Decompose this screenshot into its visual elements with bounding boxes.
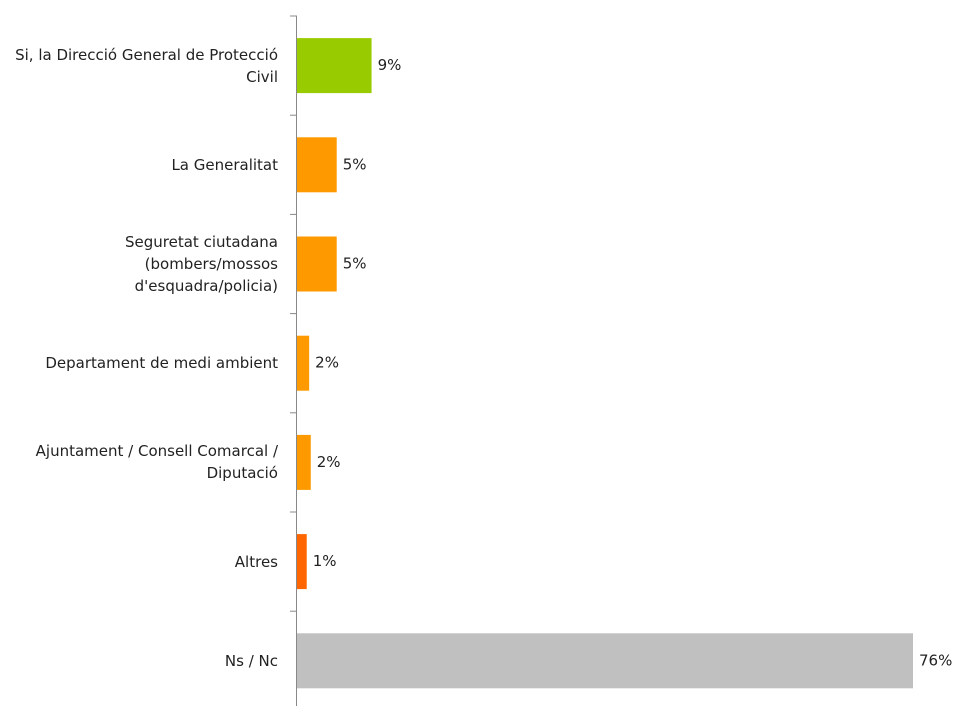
bar [297,434,311,490]
bar [297,633,913,689]
bar [297,38,372,94]
bar [297,534,307,590]
category-label: Si, la Direcció General de Protecció Civ… [15,45,278,86]
value-label: 1% [313,552,337,570]
value-label: 2% [315,354,339,372]
bar [297,236,337,292]
bar [297,335,310,391]
category-label: Departament de medi ambient [45,354,278,373]
category-label: Altres [234,552,278,571]
value-label: 9% [378,56,402,74]
category-label: Ajuntament / Consell Comarcal / Diputaci… [35,442,278,483]
bar [297,137,337,193]
value-label: 76% [919,651,952,669]
value-label: 5% [343,255,367,273]
category-label: Ns / Nc [224,651,278,670]
category-label: La Generalitat [171,155,278,174]
category-label: Seguretat ciutadana (bombers/mossos d'es… [125,233,278,295]
value-label: 2% [317,453,341,471]
value-label: 5% [343,155,367,173]
